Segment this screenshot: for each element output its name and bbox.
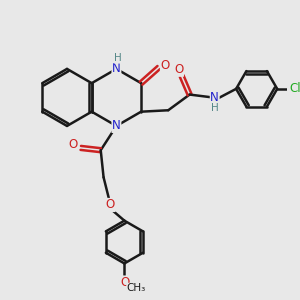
Text: H: H (211, 103, 219, 113)
Text: O: O (160, 59, 170, 72)
Text: H: H (114, 53, 122, 63)
Text: CH₃: CH₃ (127, 283, 146, 293)
Text: N: N (210, 92, 219, 104)
Text: O: O (174, 63, 183, 76)
Text: N: N (112, 62, 121, 75)
Text: N: N (112, 119, 121, 132)
Text: O: O (68, 138, 77, 151)
Text: O: O (120, 276, 130, 289)
Text: O: O (106, 199, 115, 212)
Text: Cl: Cl (290, 82, 300, 95)
